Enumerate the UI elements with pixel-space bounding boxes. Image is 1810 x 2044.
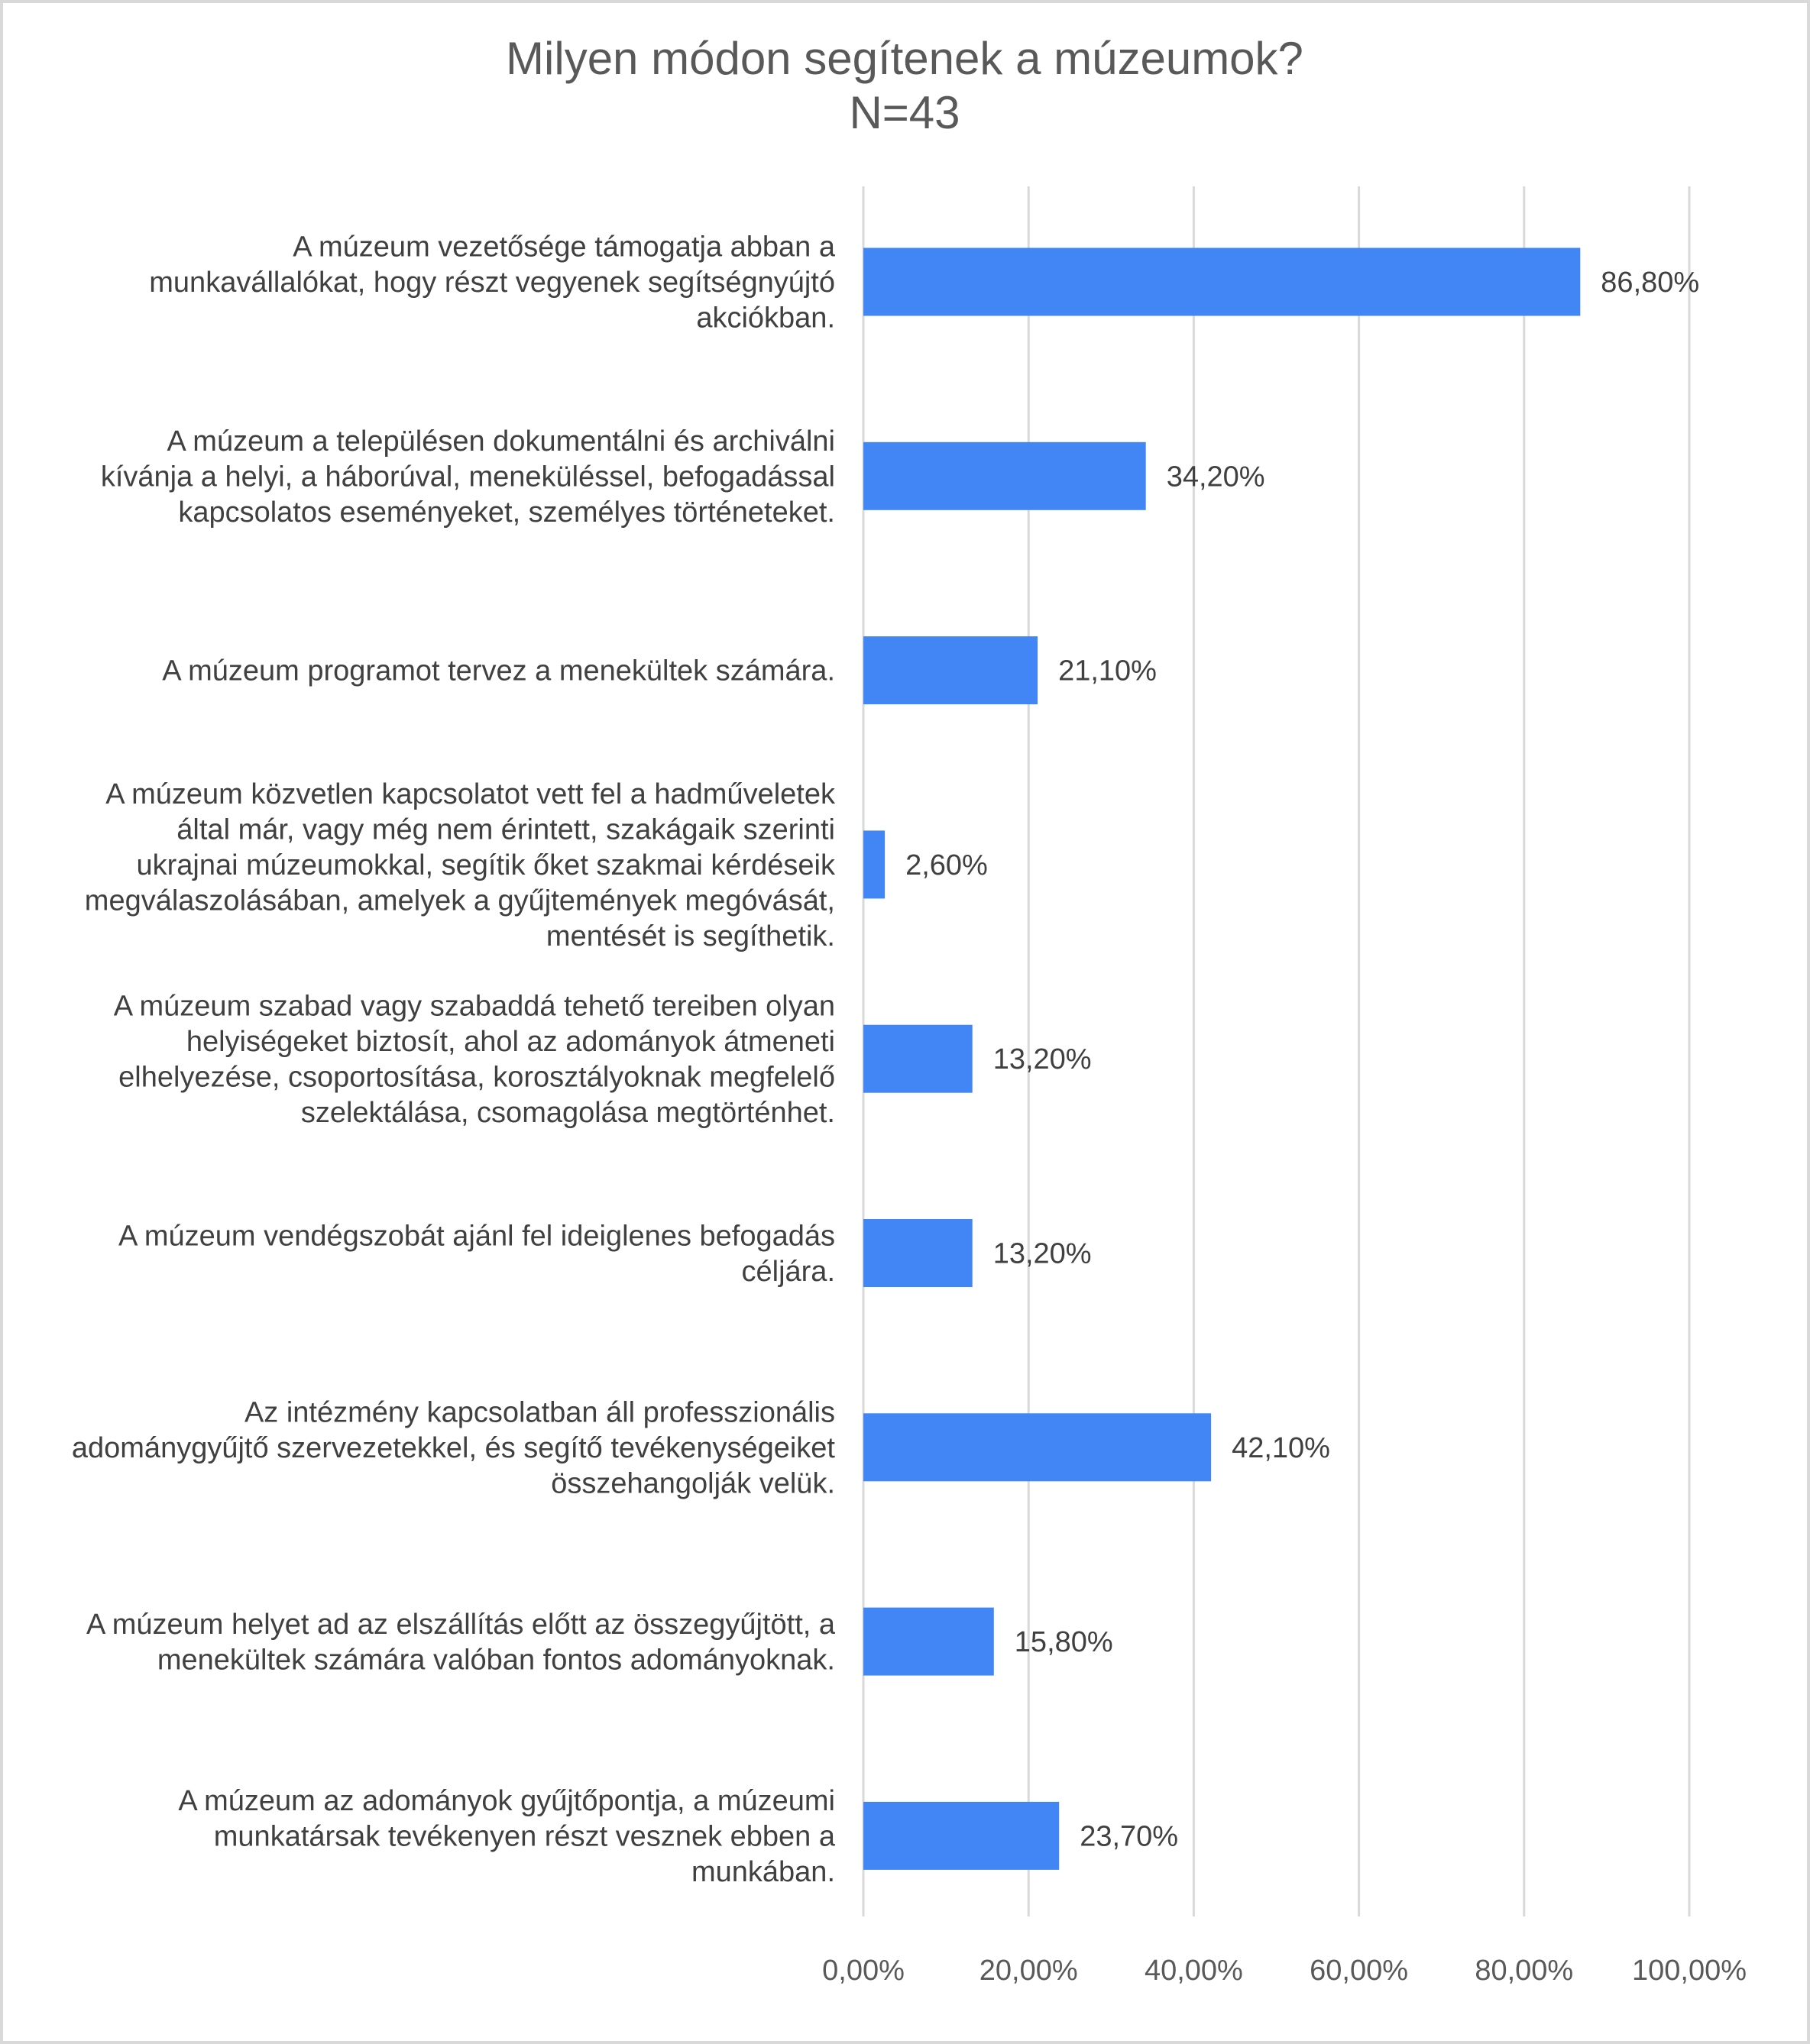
- bar: [863, 441, 1146, 510]
- bar: [863, 1607, 994, 1676]
- category-label: A múzeum a településen dokumentálni és a…: [167, 425, 835, 458]
- category-label: kapcsolatos eseményeket, személyes törté…: [178, 496, 835, 529]
- category-label: munkavállalókat, hogy részt vegyenek seg…: [149, 267, 835, 299]
- x-tick-label: 80,00%: [1475, 1955, 1573, 1987]
- category-labels: A múzeum vezetősége támogatja abban amun…: [72, 231, 836, 1888]
- bars: [863, 247, 1581, 1870]
- bar: [863, 1024, 973, 1093]
- category-label: A múzeum szabad vagy szabaddá tehető ter…: [114, 990, 835, 1022]
- data-label: 42,10%: [1232, 1432, 1330, 1464]
- category-label: Az intézmény kapcsolatban áll professzio…: [244, 1396, 835, 1428]
- category-label: céljára.: [742, 1256, 836, 1288]
- data-label: 2,60%: [905, 849, 988, 881]
- x-tick-label: 0,00%: [822, 1955, 905, 1987]
- data-label: 23,70%: [1080, 1820, 1178, 1852]
- category-label: kívánja a helyi, a háborúval, meneküléss…: [101, 461, 835, 493]
- bar: [863, 247, 1581, 316]
- x-tick-label: 20,00%: [979, 1955, 1078, 1987]
- bar: [863, 1801, 1060, 1870]
- category-label: munkatársak tevékenyen részt vesznek ebb…: [214, 1820, 836, 1852]
- category-label: A múzeum közvetlen kapcsolatot vett fel …: [105, 778, 836, 810]
- category-label: összehangolják velük.: [551, 1467, 835, 1499]
- x-axis-ticks: 0,00% 20,00% 40,00% 60,00% 80,00% 100,00%: [822, 1955, 1747, 1987]
- category-label: A múzeum helyet ad az elszállítás előtt …: [86, 1609, 836, 1641]
- data-label: 21,10%: [1058, 655, 1157, 687]
- category-label: A múzeum vezetősége támogatja abban a: [293, 231, 836, 264]
- bar: [863, 1219, 973, 1287]
- category-label: elhelyezése, csoportosítása, korosztályo…: [118, 1061, 835, 1093]
- x-tick-label: 100,00%: [1632, 1955, 1747, 1987]
- data-label: 15,80%: [1015, 1626, 1113, 1658]
- data-label: 13,20%: [993, 1238, 1092, 1270]
- data-label: 34,20%: [1167, 461, 1265, 493]
- bar: [863, 636, 1038, 705]
- data-label: 13,20%: [993, 1043, 1092, 1075]
- value-labels: 86,80% 34,20% 21,10% 2,60% 13,20% 13,20% 42,10…: [905, 267, 1699, 1852]
- category-label: munkában.: [691, 1856, 835, 1888]
- category-label: A múzeum az adományok gyűjtőpontja, a mú…: [178, 1785, 835, 1817]
- x-tick-label: 40,00%: [1145, 1955, 1243, 1987]
- category-label: ukrajnai múzeumokkal, segítik őket szakm…: [137, 849, 836, 881]
- data-label: 86,80%: [1601, 267, 1699, 299]
- category-label: menekültek számára valóban fontos adomán…: [157, 1644, 835, 1676]
- x-tick-label: 60,00%: [1310, 1955, 1408, 1987]
- category-label: A múzeum programot tervez a menekültek s…: [162, 655, 835, 687]
- category-label: által már, vagy még nem érintett, szakág…: [176, 813, 835, 846]
- bar: [863, 1413, 1212, 1482]
- bar: [863, 830, 886, 899]
- chart-title: Milyen módon segítenek a múzeumok?: [506, 33, 1303, 84]
- category-label: helyiségeket biztosít, ahol az adományok…: [186, 1026, 835, 1058]
- category-label: akciókban.: [696, 302, 835, 335]
- category-label: A múzeum vendégszobát ajánl fel ideiglen…: [118, 1220, 835, 1252]
- category-label: adománygyűjtő szervezetekkel, és segítő …: [72, 1432, 836, 1464]
- category-label: mentését is segíthetik.: [546, 920, 835, 952]
- category-label: szelektálása, csomagolása megtörténhet.: [301, 1097, 835, 1129]
- category-label: megválaszolásában, amelyek a gyűjteménye…: [85, 885, 835, 917]
- chart-subtitle: N=43: [849, 87, 960, 138]
